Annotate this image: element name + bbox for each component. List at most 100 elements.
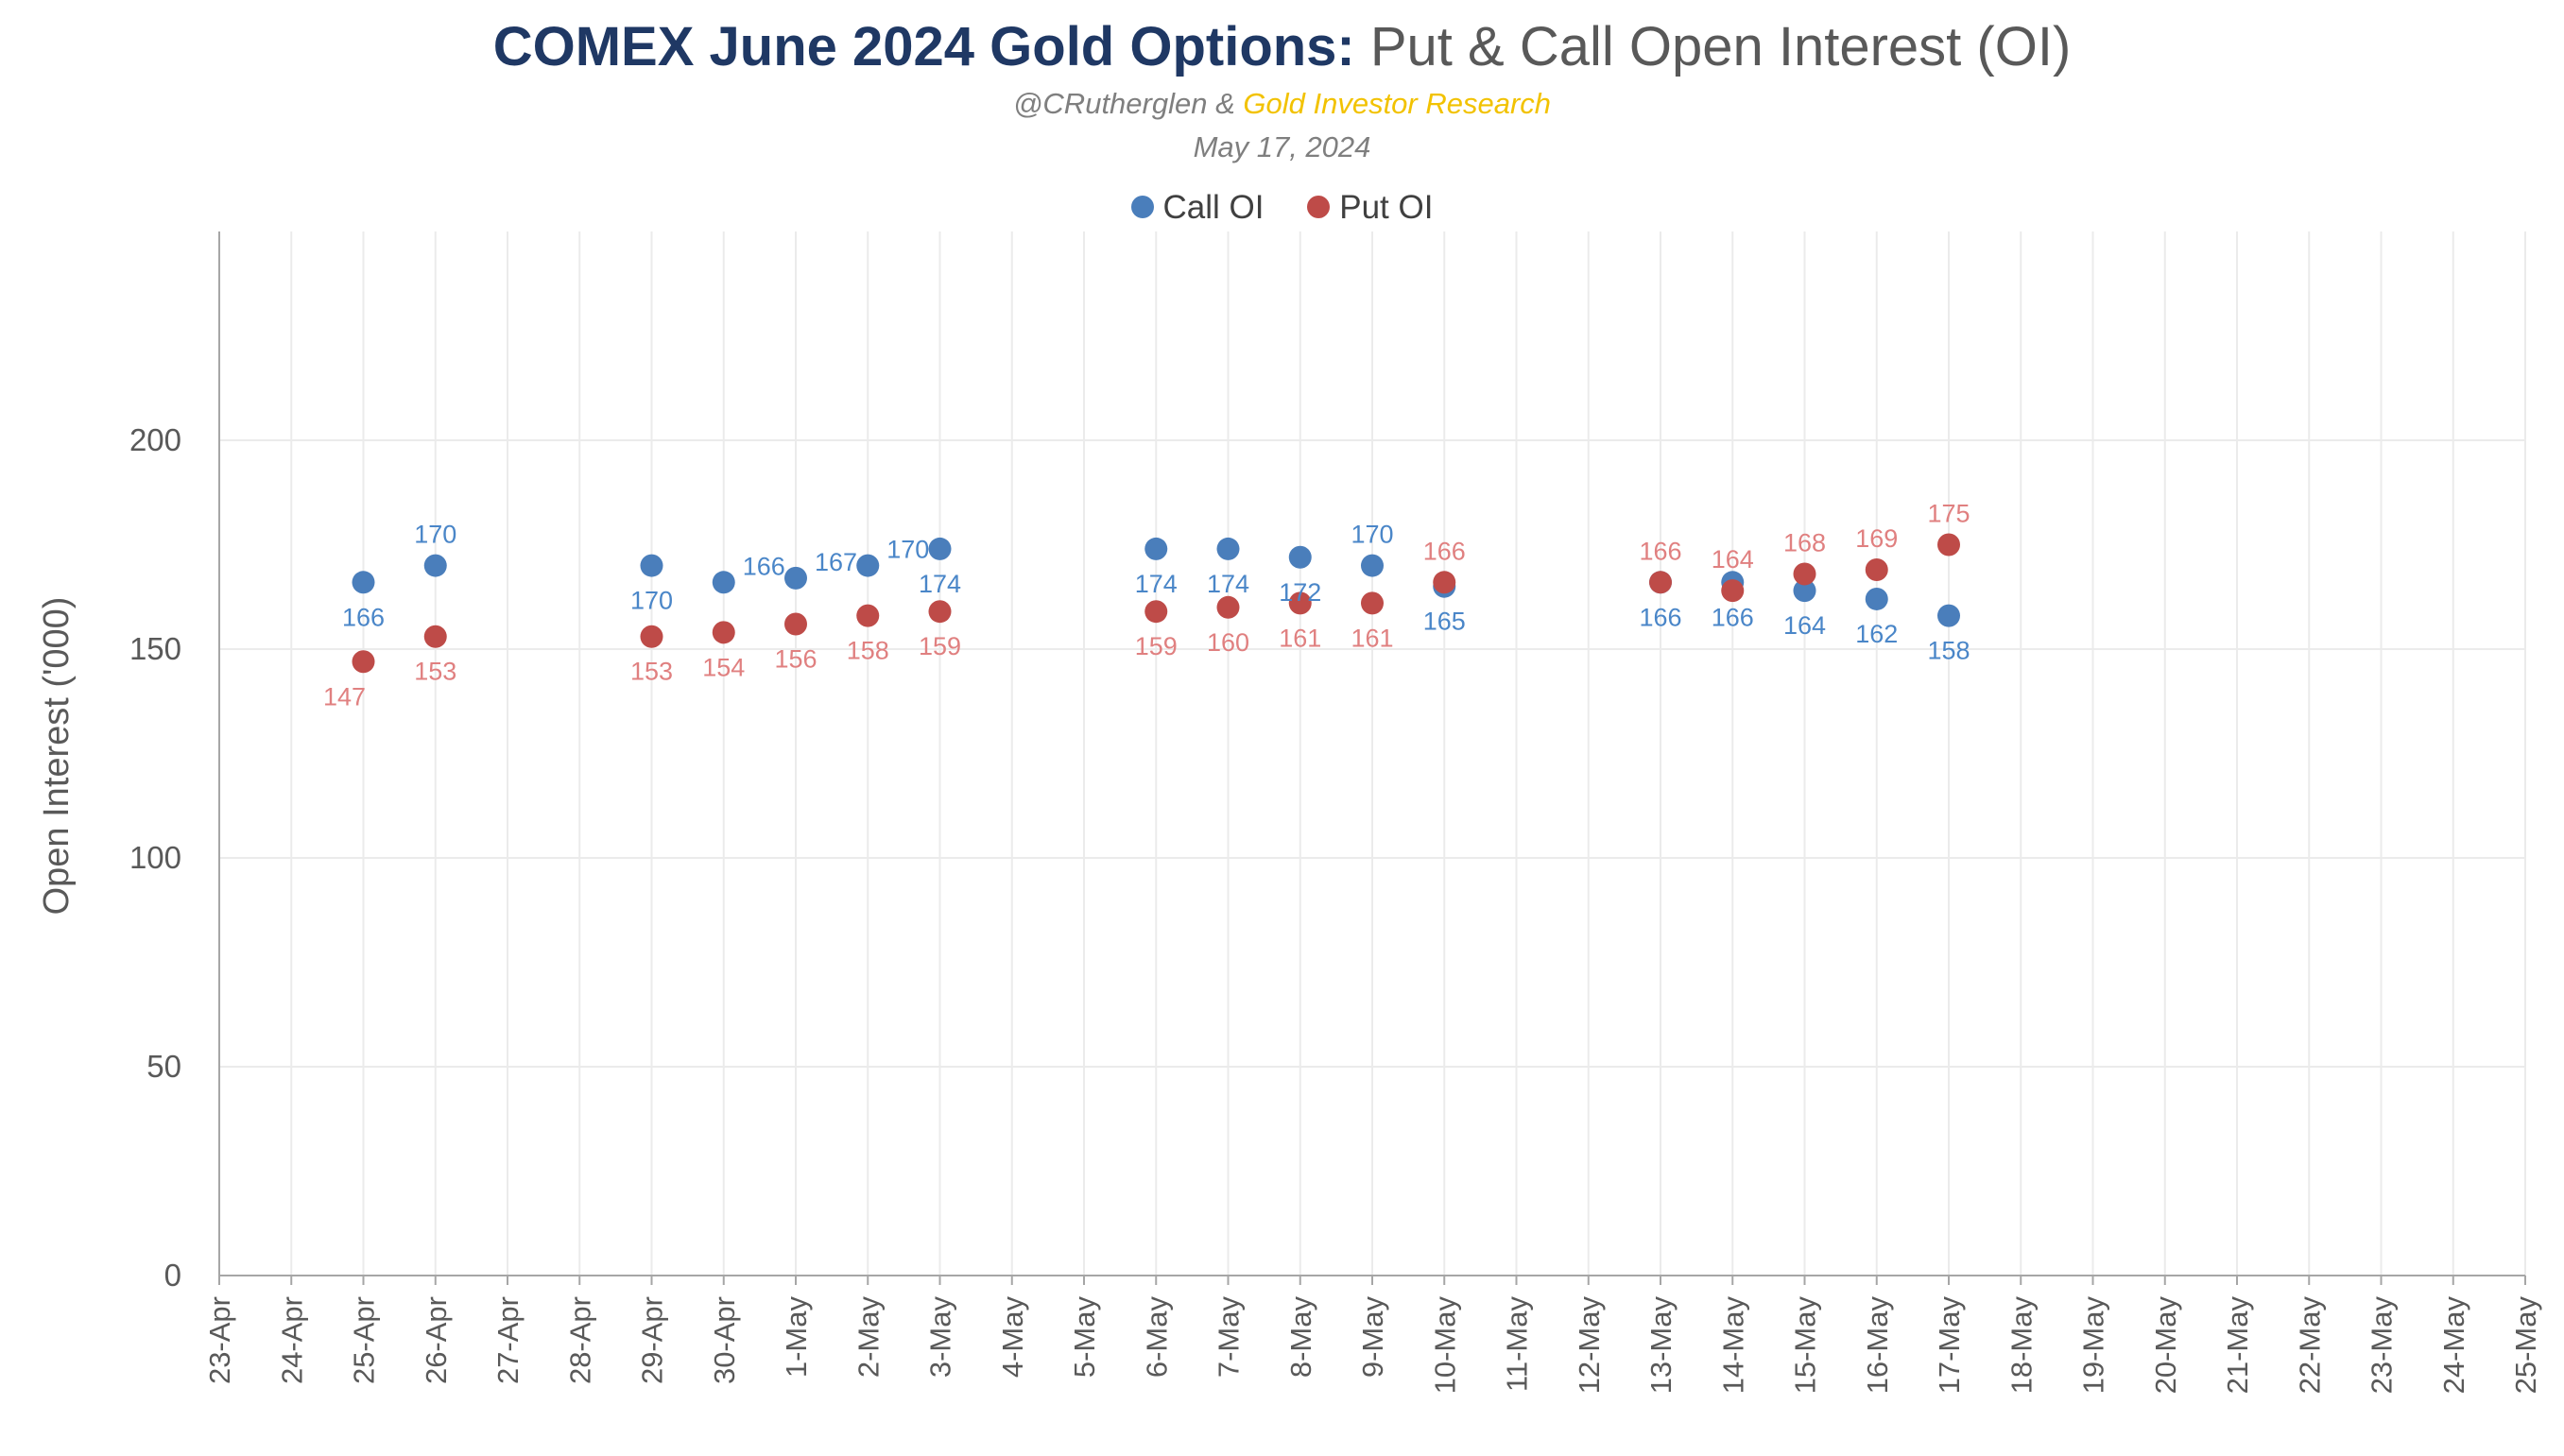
x-tick-label: 21-May — [2221, 1296, 2254, 1395]
put-oi-data-label: 159 — [919, 632, 961, 660]
x-tick-label: 4-May — [996, 1296, 1029, 1379]
call-oi-point — [1216, 537, 1240, 560]
put-oi-data-label: 175 — [1927, 500, 1970, 528]
axes — [218, 231, 2526, 1285]
call-oi-data-label: 170 — [886, 536, 929, 564]
y-tick-label: 150 — [129, 631, 181, 666]
call-oi-data-label: 158 — [1927, 637, 1970, 665]
put-oi-point — [1361, 591, 1384, 615]
x-tick-label: 24-Apr — [275, 1296, 308, 1384]
call-oi-point — [784, 566, 807, 590]
call-oi-data-label: 166 — [743, 552, 785, 580]
call-oi-data-label: 174 — [1207, 570, 1249, 598]
chart-legend: Call OI Put OI — [0, 184, 2564, 231]
put-oi-data-label: 166 — [1423, 537, 1466, 565]
x-tick-labels: 23-Apr 24-Apr 25-Apr 26-Apr 27-Apr 28-Apr 29-A… — [203, 1296, 2542, 1395]
x-tick-label: 1-May — [780, 1296, 813, 1379]
put-oi-point — [1721, 579, 1745, 603]
x-tick-label: 7-May — [1213, 1296, 1246, 1379]
put-oi-data-label: 164 — [1712, 545, 1754, 574]
call-oi-data-label: 172 — [1279, 578, 1321, 607]
put-oi-data-label: 154 — [702, 653, 745, 681]
x-tick-label: 14-May — [1716, 1296, 1749, 1395]
x-tick-label: 23-May — [2366, 1296, 2399, 1395]
x-tick-label: 25-May — [2509, 1296, 2542, 1395]
call-oi-data-label: 165 — [1423, 608, 1466, 636]
call-oi-data-label: 174 — [1135, 570, 1178, 598]
call-oi-point — [1288, 545, 1312, 569]
x-tick-label: 3-May — [924, 1296, 957, 1379]
x-tick-label: 12-May — [1573, 1296, 1606, 1395]
put-oi-point — [1937, 533, 1960, 557]
subtitle-author: @CRutherglen — [1012, 87, 1208, 120]
subtitle-organization: Gold Investor Research — [1243, 87, 1552, 120]
y-tick-label: 0 — [164, 1258, 181, 1293]
call-oi-point — [1793, 579, 1816, 603]
put-oi-point — [1865, 558, 1888, 582]
put-oi-data-label: 159 — [1135, 632, 1178, 660]
call-oi-point — [856, 554, 880, 577]
x-tick-label: 2-May — [852, 1296, 885, 1379]
call-oi-point — [1361, 554, 1384, 577]
call-oi-point — [1865, 587, 1888, 610]
call-oi-data-label: 164 — [1783, 611, 1826, 640]
call-oi-data-label: 170 — [1351, 521, 1393, 549]
put-oi-data-label: 153 — [630, 658, 673, 686]
put-oi-point — [856, 604, 880, 627]
legend-item-put: Put OI — [1307, 184, 1433, 231]
data-labels: 166 170 170 166 167 170 174 174 174 172 170 165 166 1… — [323, 500, 1970, 711]
put-oi-point — [1793, 562, 1816, 586]
chart-subtitle: @CRutherglen & Gold Investor Research — [0, 83, 2564, 125]
x-tick-label: 15-May — [1789, 1296, 1822, 1395]
legend-marker-put — [1307, 195, 1331, 218]
legend-label-put: Put OI — [1339, 189, 1434, 226]
x-tick-label: 19-May — [2077, 1296, 2110, 1395]
call-oi-data-label: 166 — [1639, 603, 1681, 631]
call-oi-data-label: 170 — [414, 521, 456, 549]
put-oi-point — [1144, 600, 1168, 624]
put-oi-data-label: 166 — [1639, 537, 1681, 565]
put-oi-point — [1288, 591, 1312, 615]
chart-date: May 17, 2024 — [1193, 130, 1371, 163]
x-tick-label: 5-May — [1068, 1296, 1101, 1379]
y-tick-label: 200 — [129, 422, 181, 457]
y-tick-label: 100 — [129, 840, 181, 875]
call-oi-point — [352, 571, 375, 594]
put-oi-data-label: 161 — [1351, 624, 1393, 652]
put-oi-point — [1433, 571, 1456, 594]
put-oi-point — [1649, 571, 1672, 594]
put-oi-point — [352, 650, 375, 674]
put-oi-data-label: 160 — [1207, 628, 1249, 657]
put-oi-data-label: 147 — [323, 682, 366, 711]
chart-title-rest: Put & Call Open Interest (OI) — [1354, 16, 2072, 77]
call-oi-point — [640, 554, 663, 577]
put-oi-data-label: 158 — [847, 637, 889, 665]
put-oi-data-label: 161 — [1279, 624, 1321, 652]
x-tick-label: 9-May — [1356, 1296, 1389, 1379]
call-oi-point — [423, 554, 447, 577]
x-tick-label: 6-May — [1140, 1296, 1173, 1379]
x-tick-label: 22-May — [2293, 1296, 2326, 1395]
put-oi-point — [640, 625, 663, 648]
put-oi-point — [928, 600, 952, 624]
put-oi-data-label: 168 — [1783, 528, 1826, 557]
x-tick-label: 20-May — [2149, 1296, 2182, 1395]
put-oi-point — [423, 625, 447, 648]
x-tick-label: 23-Apr — [203, 1296, 236, 1384]
legend-label-call: Call OI — [1162, 189, 1265, 226]
call-oi-point — [1144, 537, 1168, 560]
put-oi-point — [784, 612, 807, 636]
x-tick-label: 10-May — [1428, 1296, 1461, 1395]
chart-title: COMEX June 2024 Gold Options: Put & Call… — [0, 9, 2564, 85]
call-oi-data-label: 166 — [1712, 603, 1754, 631]
x-tick-label: 17-May — [1933, 1296, 1966, 1395]
legend-item-call: Call OI — [1130, 184, 1265, 231]
call-oi-point — [712, 571, 735, 594]
data-points — [352, 533, 1960, 674]
call-oi-point — [1937, 604, 1960, 627]
put-oi-point — [1216, 595, 1240, 619]
x-tick-label: 30-Apr — [708, 1296, 741, 1384]
x-tick-label: 13-May — [1644, 1296, 1678, 1395]
put-oi-point — [712, 621, 735, 644]
